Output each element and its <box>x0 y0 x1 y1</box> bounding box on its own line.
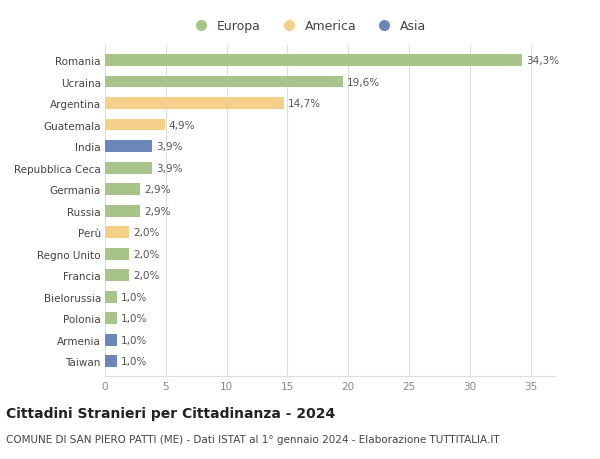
Bar <box>105 77 343 88</box>
Bar <box>105 355 117 367</box>
Text: 2,0%: 2,0% <box>133 228 160 238</box>
Text: 3,9%: 3,9% <box>156 142 182 152</box>
Text: 1,0%: 1,0% <box>121 292 147 302</box>
Bar <box>105 313 117 325</box>
Text: 2,9%: 2,9% <box>144 206 170 216</box>
Text: 1,0%: 1,0% <box>121 335 147 345</box>
Text: 1,0%: 1,0% <box>121 313 147 324</box>
Text: 2,0%: 2,0% <box>133 249 160 259</box>
Bar <box>105 291 117 303</box>
Bar <box>105 269 130 281</box>
Text: COMUNE DI SAN PIERO PATTI (ME) - Dati ISTAT al 1° gennaio 2024 - Elaborazione TU: COMUNE DI SAN PIERO PATTI (ME) - Dati IS… <box>6 434 500 444</box>
Text: 14,7%: 14,7% <box>287 99 320 109</box>
Text: 3,9%: 3,9% <box>156 163 182 173</box>
Bar <box>105 184 140 196</box>
Text: 19,6%: 19,6% <box>347 78 380 87</box>
Bar <box>105 162 152 174</box>
Text: 2,9%: 2,9% <box>144 185 170 195</box>
Text: 4,9%: 4,9% <box>168 120 195 130</box>
Bar <box>105 205 140 217</box>
Bar <box>105 98 284 110</box>
Bar <box>105 227 130 239</box>
Text: 34,3%: 34,3% <box>526 56 559 66</box>
Text: Cittadini Stranieri per Cittadinanza - 2024: Cittadini Stranieri per Cittadinanza - 2… <box>6 406 335 420</box>
Text: 1,0%: 1,0% <box>121 356 147 366</box>
Legend: Europa, America, Asia: Europa, America, Asia <box>188 20 427 33</box>
Bar <box>105 334 117 346</box>
Bar <box>105 248 130 260</box>
Bar <box>105 119 164 131</box>
Text: 2,0%: 2,0% <box>133 270 160 280</box>
Bar <box>105 55 522 67</box>
Bar <box>105 141 152 153</box>
